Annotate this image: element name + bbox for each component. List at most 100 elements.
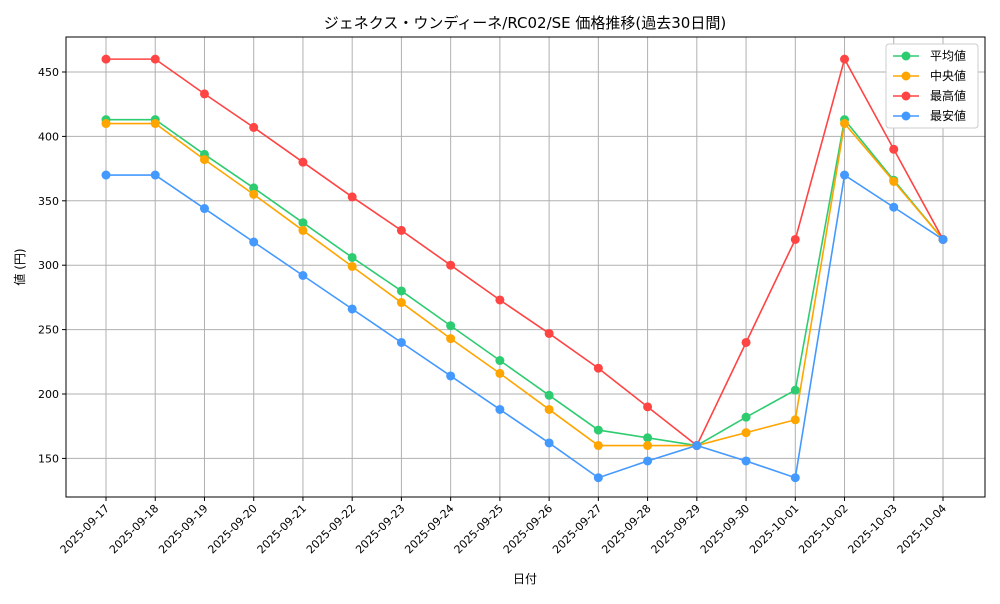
- data-point: [643, 456, 653, 466]
- series-line: [106, 56, 944, 447]
- y-axis-label: 値 (円): [12, 248, 27, 285]
- data-point: [396, 225, 406, 235]
- x-tick-label: 2025-09-26: [501, 502, 555, 556]
- legend-label: 最安値: [930, 108, 966, 123]
- x-tick-label: 2025-10-03: [845, 502, 899, 556]
- data-point: [593, 473, 603, 483]
- legend-label: 中央値: [930, 68, 966, 83]
- data-point: [199, 155, 209, 165]
- data-point: [741, 456, 751, 466]
- series-line: [106, 121, 944, 447]
- x-tick-label: 2025-09-27: [550, 502, 604, 556]
- data-point: [396, 298, 406, 308]
- data-point: [889, 202, 899, 212]
- legend-label: 平均値: [930, 48, 966, 63]
- data-point: [544, 390, 554, 400]
- x-tick-label: 2025-09-23: [353, 502, 407, 556]
- data-point: [347, 252, 357, 262]
- data-point: [544, 404, 554, 414]
- data-point: [889, 176, 899, 186]
- data-point: [101, 170, 111, 180]
- x-tick-label: 2025-09-30: [698, 502, 752, 556]
- data-point: [840, 170, 850, 180]
- data-point: [593, 425, 603, 435]
- legend-marker: [901, 71, 911, 81]
- y-tick-label: 450: [38, 66, 59, 79]
- data-point: [150, 119, 160, 129]
- data-point: [298, 225, 308, 235]
- data-point: [495, 356, 505, 366]
- x-tick-label: 2025-09-28: [599, 502, 653, 556]
- data-point: [692, 441, 702, 451]
- data-point: [199, 89, 209, 99]
- data-point: [298, 271, 308, 281]
- data-point: [790, 234, 800, 244]
- data-point: [446, 260, 456, 270]
- data-point: [889, 144, 899, 154]
- data-point: [741, 428, 751, 438]
- plot-frame: [65, 36, 986, 498]
- x-tick-label: 2025-09-20: [205, 502, 259, 556]
- x-axis-label: 日付: [513, 572, 537, 586]
- x-tick-label: 2025-09-25: [452, 502, 506, 556]
- data-point: [249, 122, 259, 132]
- data-point: [790, 415, 800, 425]
- x-tick-label: 2025-09-18: [107, 502, 161, 556]
- y-tick-label: 300: [38, 259, 59, 272]
- data-point: [446, 321, 456, 331]
- series-line: [106, 173, 944, 479]
- x-tick-label: 2025-09-21: [255, 502, 309, 556]
- data-point: [643, 433, 653, 443]
- data-point: [643, 402, 653, 412]
- data-point: [790, 385, 800, 395]
- data-point: [396, 286, 406, 296]
- data-point: [593, 363, 603, 373]
- data-point: [643, 441, 653, 451]
- data-point: [249, 237, 259, 247]
- data-point: [544, 438, 554, 448]
- data-point: [347, 192, 357, 202]
- data-point: [495, 368, 505, 378]
- legend-marker: [901, 91, 911, 101]
- data-point: [347, 304, 357, 314]
- y-tick-label: 250: [38, 324, 59, 337]
- x-tick-label: 2025-09-19: [156, 502, 210, 556]
- y-tick-label: 200: [38, 388, 59, 401]
- x-tick-label: 2025-10-02: [796, 502, 850, 556]
- series-line: [106, 117, 944, 447]
- data-point: [101, 119, 111, 129]
- x-tick-label: 2025-09-22: [304, 502, 358, 556]
- y-tick-label: 400: [38, 130, 59, 143]
- data-point: [790, 473, 800, 483]
- data-point: [741, 337, 751, 347]
- legend-marker: [901, 51, 911, 61]
- data-point: [199, 204, 209, 214]
- data-point: [593, 441, 603, 451]
- data-point: [101, 54, 111, 64]
- data-point: [446, 371, 456, 381]
- legend-box: [885, 43, 979, 129]
- x-tick-label: 2025-09-29: [649, 502, 703, 556]
- data-point: [741, 412, 751, 422]
- data-point: [298, 157, 308, 167]
- x-tick-label: 2025-09-24: [402, 502, 456, 556]
- data-point: [150, 170, 160, 180]
- data-point: [396, 337, 406, 347]
- data-point: [495, 404, 505, 414]
- x-tick-label: 2025-10-04: [895, 502, 949, 556]
- chart-title: ジェネクス・ウンディーネ/RC02/SE 価格推移(過去30日間): [324, 14, 726, 32]
- y-tick-label: 350: [38, 195, 59, 208]
- x-tick-label: 2025-10-01: [747, 502, 801, 556]
- data-point: [840, 119, 850, 129]
- data-point: [249, 189, 259, 199]
- legend-label: 最高値: [930, 88, 966, 103]
- data-point: [938, 234, 948, 244]
- data-point: [495, 295, 505, 305]
- data-point: [347, 261, 357, 271]
- data-point: [840, 54, 850, 64]
- x-tick-label: 2025-09-17: [58, 502, 112, 556]
- data-point: [249, 183, 259, 193]
- y-tick-label: 150: [38, 452, 59, 465]
